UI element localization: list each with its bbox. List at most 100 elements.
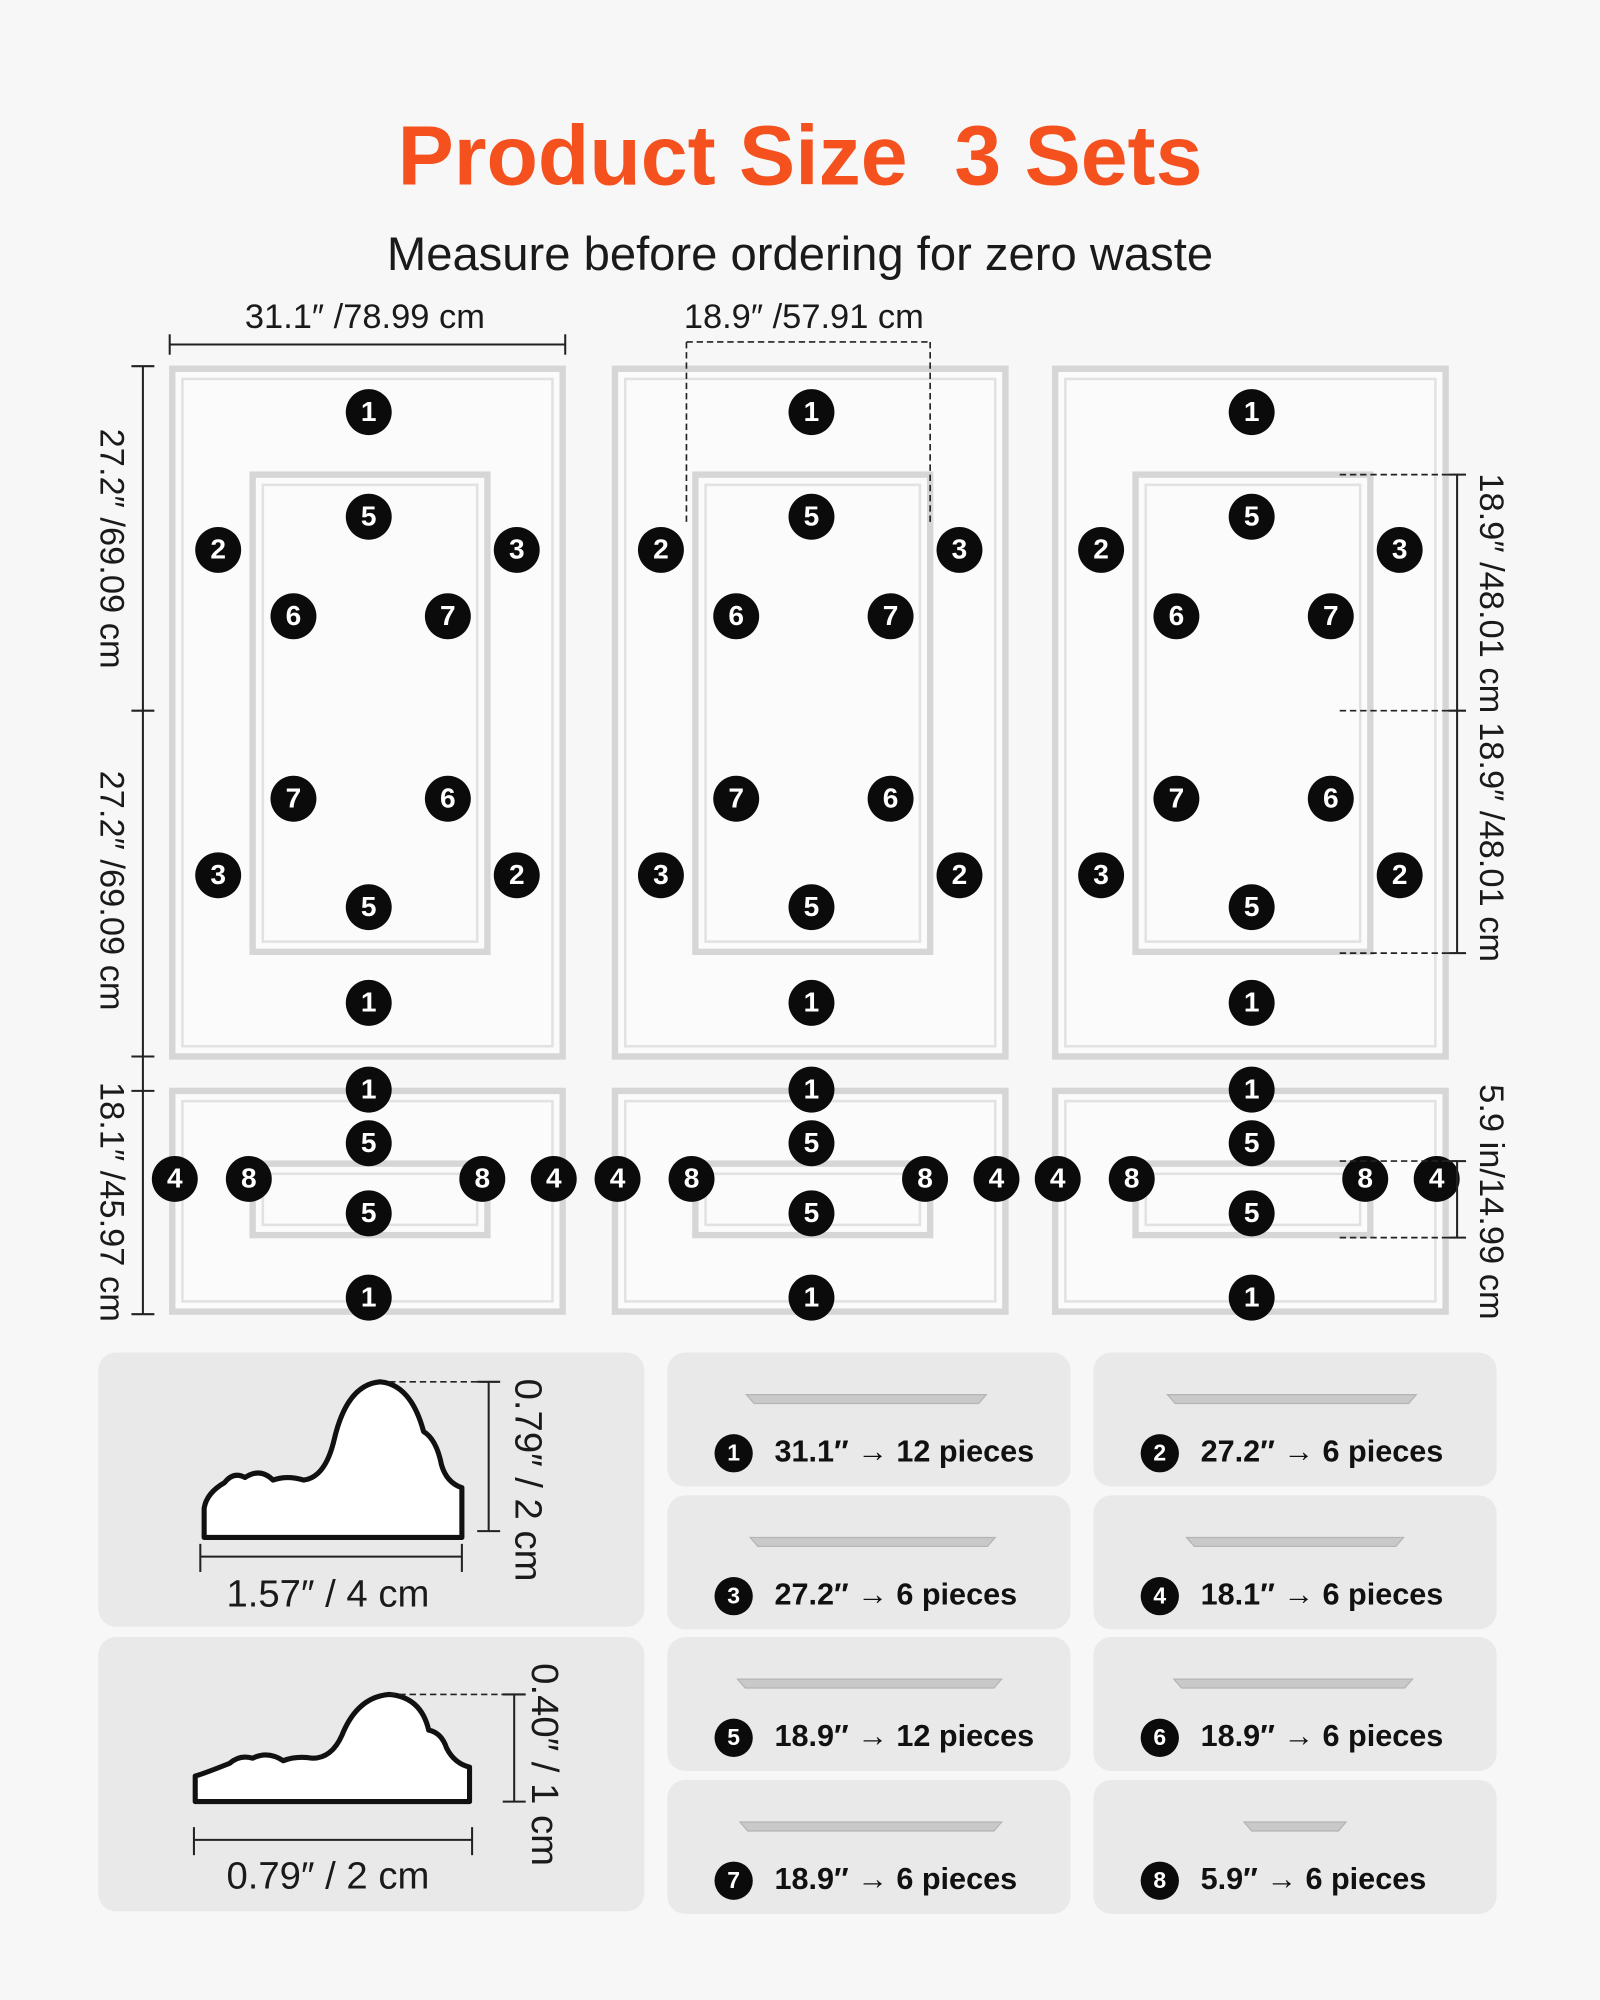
badge: [345, 884, 392, 931]
badge: [345, 389, 392, 436]
dimension-label: 27.2″ /69.09 cm: [93, 429, 131, 669]
upper-inner-frame: [692, 471, 934, 956]
badge: [493, 526, 540, 573]
piece-label: 31.1″ → 12 pieces: [774, 1434, 1034, 1468]
upper-inner-frame-inner-edge: [1144, 483, 1362, 943]
molding-strip: [1172, 1678, 1414, 1689]
badge: [345, 1190, 392, 1237]
badge: [1307, 593, 1354, 640]
badge-number: 5: [1244, 891, 1260, 922]
badge-number: 1: [361, 987, 377, 1018]
badge: [1228, 493, 1275, 540]
badge: [1228, 1066, 1275, 1113]
badge: [1376, 526, 1423, 573]
badge: [788, 979, 835, 1026]
badge: [714, 1434, 753, 1473]
badge-number: 4: [610, 1163, 626, 1194]
piece-label: 27.2″ → 6 pieces: [1201, 1434, 1444, 1468]
piece-card: [1093, 1352, 1497, 1487]
badge: [788, 884, 835, 931]
badge-number: 6: [1323, 782, 1339, 813]
badge-number: 7: [440, 600, 456, 631]
badge: [714, 1577, 753, 1616]
badge-number: 7: [883, 600, 899, 631]
badge-number: 6: [286, 600, 302, 631]
badge: [867, 775, 914, 822]
badge: [270, 593, 317, 640]
badge: [345, 1066, 392, 1113]
piece-label: 18.9″ → 12 pieces: [774, 1719, 1034, 1753]
badge-number: 8: [1124, 1163, 1140, 1194]
badge: [1228, 1120, 1275, 1167]
badge-number: 7: [1169, 782, 1185, 813]
molding-strip: [738, 1821, 1003, 1832]
badge-number: 2: [1153, 1440, 1166, 1466]
piece-card: [667, 1779, 1071, 1914]
dimension-label: 1.57″ / 4 cm: [226, 1572, 429, 1615]
piece-card: [1093, 1495, 1497, 1630]
piece-card: [667, 1495, 1071, 1630]
upper-inner-frame: [249, 471, 491, 956]
badge: [345, 493, 392, 540]
badge-number: 4: [546, 1163, 562, 1194]
badge: [788, 1190, 835, 1237]
badge: [1140, 1577, 1179, 1616]
badge-number: 5: [804, 1127, 820, 1158]
badge-number: 5: [727, 1724, 740, 1750]
profile-shape: [201, 1379, 465, 1541]
badge-number: 7: [727, 1867, 740, 1893]
molding-strip: [745, 1393, 988, 1405]
dimension-label: 5.9 in/14.99 cm: [1472, 1084, 1510, 1319]
badge-number: 5: [361, 500, 377, 531]
badge-number: 1: [804, 396, 820, 427]
piece-label: 18.9″ → 6 pieces: [1201, 1719, 1444, 1753]
badge-number: 1: [1244, 1073, 1260, 1104]
badge-number: 7: [286, 782, 302, 813]
badge: [195, 852, 242, 899]
badge-number: 5: [361, 1197, 377, 1228]
badge-number: 1: [804, 1073, 820, 1104]
piece-card: [1093, 1637, 1497, 1771]
badge-number: 1: [361, 1281, 377, 1312]
badge-number: 2: [653, 534, 669, 565]
piece-card: [667, 1352, 1071, 1487]
badge-number: 6: [440, 782, 456, 813]
badge-number: 1: [804, 987, 820, 1018]
badge-number: 5: [1244, 500, 1260, 531]
badge-number: 5: [804, 1197, 820, 1228]
dimension-label: 0.79″ / 2 cm: [226, 1854, 429, 1897]
badge-number: 5: [1244, 1197, 1260, 1228]
badge-number: 8: [917, 1163, 933, 1194]
badge: [345, 1274, 392, 1321]
badge: [1413, 1155, 1460, 1202]
badge: [1342, 1155, 1389, 1202]
molding-strip: [748, 1536, 997, 1548]
badge: [668, 1155, 715, 1202]
badge-number: 3: [210, 859, 226, 890]
upper-inner-frame-inner-edge: [704, 483, 922, 943]
badge-number: 1: [804, 1281, 820, 1312]
upper-panel-inner-edge: [623, 377, 997, 1048]
badge: [1140, 1434, 1179, 1473]
badge-number: 6: [1153, 1724, 1166, 1750]
badge-number: 2: [1392, 859, 1408, 890]
molding-strip: [1242, 1821, 1348, 1832]
badge: [973, 1155, 1020, 1202]
title: Product Size 3 Sets: [398, 108, 1203, 202]
subtitle: Measure before ordering for zero waste: [387, 228, 1213, 281]
badge: [1034, 1155, 1081, 1202]
dimension-label: 18.9″ /57.91 cm: [684, 298, 924, 336]
upper-panel-inner-edge: [181, 377, 554, 1048]
badge: [713, 775, 760, 822]
badge-number: 3: [509, 534, 525, 565]
badge-number: 2: [509, 859, 525, 890]
badge: [1228, 1190, 1275, 1237]
badge-number: 2: [952, 859, 968, 890]
badge: [714, 1718, 753, 1757]
badge: [195, 526, 242, 573]
badge: [459, 1155, 506, 1202]
badge-number: 7: [728, 782, 744, 813]
badge-number: 8: [241, 1163, 257, 1194]
badge: [788, 389, 835, 436]
badge-number: 5: [804, 500, 820, 531]
